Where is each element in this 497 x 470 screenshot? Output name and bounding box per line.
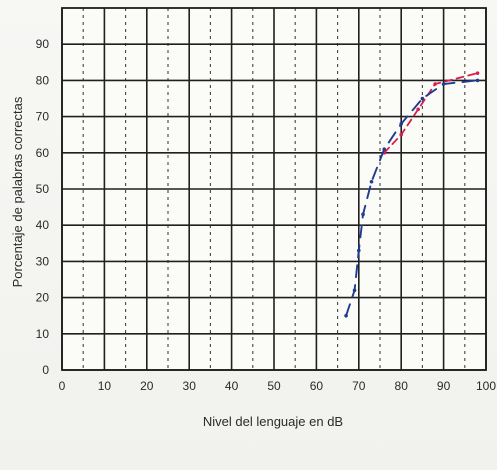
y-axis-label: Porcentaje de palabras correctas xyxy=(10,96,25,287)
x-tick-label: 20 xyxy=(140,379,154,393)
x-tick-label: 80 xyxy=(395,379,409,393)
y-tick-label: 30 xyxy=(36,254,50,268)
x-tick-label: 10 xyxy=(98,379,112,393)
series-point xyxy=(475,78,480,83)
series-point xyxy=(344,313,348,318)
y-tick-label: 50 xyxy=(36,182,50,196)
series-point xyxy=(399,132,404,137)
series-point xyxy=(357,248,361,253)
x-tick-label: 100 xyxy=(476,379,496,393)
series-point xyxy=(369,179,374,184)
series-point xyxy=(420,96,425,101)
x-tick-label: 90 xyxy=(437,379,451,393)
series-point xyxy=(361,212,365,217)
x-tick-label: 0 xyxy=(59,379,66,393)
series-point xyxy=(441,82,446,86)
series-point xyxy=(433,82,437,86)
x-axis-label: Nivel del lenguaje en dB xyxy=(203,414,343,429)
y-tick-label: 10 xyxy=(36,327,50,341)
series-line xyxy=(345,79,479,317)
y-tick-label: 90 xyxy=(36,37,50,51)
y-tick-label: 70 xyxy=(36,110,50,124)
y-tick-label: 20 xyxy=(36,291,50,305)
x-tick-label: 50 xyxy=(267,379,281,393)
series-point xyxy=(475,71,480,75)
series-point xyxy=(352,288,357,293)
x-tick-label: 40 xyxy=(225,379,239,393)
plot-frame xyxy=(61,7,487,371)
series-point xyxy=(399,122,404,126)
y-tick-label: 60 xyxy=(36,146,50,160)
x-tick-label: 60 xyxy=(310,379,324,393)
y-tick-label: 40 xyxy=(36,218,50,232)
x-tick-label: 30 xyxy=(183,379,197,393)
series-point xyxy=(416,107,420,112)
x-tick-label: 70 xyxy=(352,379,366,393)
y-tick-label: 80 xyxy=(36,73,50,87)
y-tick-label: 0 xyxy=(42,363,49,377)
series-point xyxy=(382,147,387,151)
